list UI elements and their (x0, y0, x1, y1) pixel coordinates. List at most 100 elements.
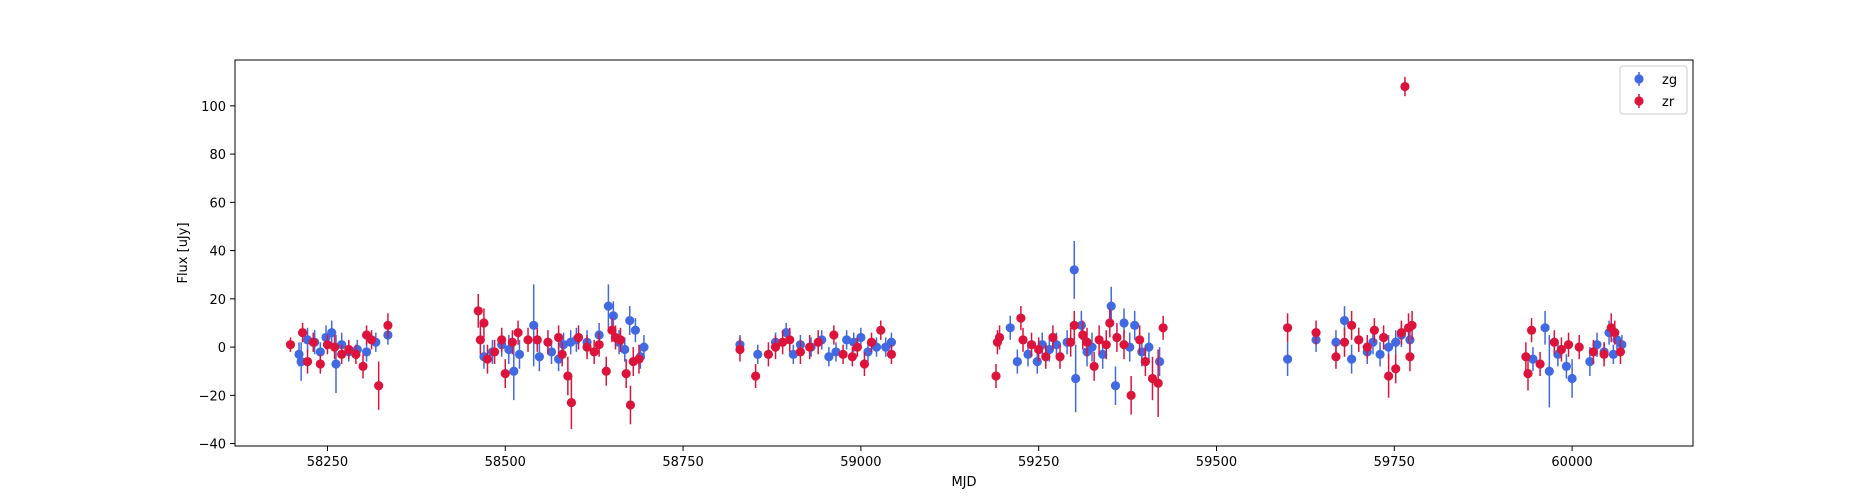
legend-marker (1634, 74, 1644, 84)
data-point (1383, 342, 1394, 352)
data-point (1526, 325, 1537, 335)
data-point (866, 337, 877, 347)
data-point (1400, 81, 1410, 92)
data-point (1140, 356, 1150, 367)
data-point (1396, 328, 1406, 338)
data-point (1608, 349, 1618, 359)
data-point (1585, 356, 1595, 367)
data-point (1069, 265, 1079, 275)
data-point (625, 315, 635, 326)
data-point (859, 359, 870, 369)
data-point (1094, 335, 1104, 345)
data-point (1048, 332, 1058, 343)
data-point (621, 369, 631, 379)
series-layer (285, 76, 1627, 430)
data-point (1383, 371, 1394, 381)
data-point (1066, 337, 1076, 347)
data-point (1041, 352, 1051, 362)
plot-frame (234, 59, 1694, 447)
data-point (753, 349, 763, 359)
data-point (1130, 320, 1140, 330)
data-point (296, 356, 306, 367)
x-tick-label: 59500 (1196, 455, 1237, 470)
data-point (770, 342, 781, 352)
data-point (1135, 335, 1145, 345)
data-point (842, 335, 852, 345)
data-point (308, 337, 318, 347)
data-point (1379, 332, 1389, 343)
data-point (1126, 390, 1136, 400)
data-point (847, 352, 857, 362)
data-point (573, 332, 584, 343)
data-point (856, 332, 866, 343)
data-point (1588, 347, 1599, 357)
data-point (603, 301, 613, 311)
data-point (1153, 378, 1163, 388)
data-point (1563, 340, 1574, 350)
data-point (1283, 354, 1293, 364)
data-point (563, 371, 573, 381)
x-tick-label: 58250 (307, 455, 348, 470)
data-point (1331, 337, 1341, 347)
data-point (297, 328, 308, 338)
data-point (1574, 342, 1584, 352)
y-tick-label: 80 (209, 148, 226, 163)
data-point (1375, 349, 1385, 359)
data-point (1069, 320, 1079, 330)
data-point (1339, 337, 1350, 347)
data-point (1610, 328, 1620, 338)
data-point (1283, 323, 1293, 333)
data-point (1032, 356, 1042, 367)
legend-label: zg (1662, 73, 1677, 88)
data-point (514, 349, 525, 359)
legend-label: zr (1662, 95, 1675, 110)
data-point (601, 366, 611, 376)
data-point (994, 332, 1005, 343)
data-point (1034, 344, 1044, 355)
data-point (886, 349, 897, 359)
data-point (507, 337, 517, 347)
data-point (1311, 328, 1321, 338)
data-point (788, 349, 798, 359)
data-point (1018, 335, 1028, 345)
data-point (634, 354, 644, 364)
data-point (1112, 332, 1122, 343)
data-point (1535, 359, 1545, 369)
data-point (778, 337, 788, 347)
legend: zg zr (1619, 65, 1688, 115)
legend-marker (1634, 96, 1644, 106)
data-point (1012, 356, 1022, 367)
data-point (1016, 313, 1026, 323)
data-point (838, 349, 848, 359)
data-point (1391, 364, 1401, 374)
y-tick-label: 100 (201, 100, 226, 115)
data-point (735, 344, 745, 355)
y-tick-label: 20 (209, 293, 226, 308)
data-point (1592, 340, 1602, 350)
x-tick-label: 59250 (1018, 455, 1059, 470)
data-point (475, 335, 485, 345)
data-point (852, 342, 862, 352)
data-point (1154, 356, 1165, 367)
data-point (315, 359, 325, 369)
data-point (1051, 340, 1062, 350)
data-point (1055, 352, 1065, 362)
data-point (358, 361, 368, 371)
data-point (482, 354, 493, 364)
data-point (594, 340, 604, 350)
data-point (1082, 337, 1092, 347)
data-point (344, 344, 354, 355)
data-point (509, 366, 519, 376)
data-point (582, 342, 592, 352)
data-point (1617, 340, 1627, 350)
data-point (337, 349, 347, 359)
data-point (529, 320, 539, 330)
data-point (1528, 354, 1538, 364)
data-point (1110, 381, 1121, 391)
data-point (1540, 323, 1550, 333)
data-point (534, 352, 545, 362)
data-point (1076, 320, 1086, 330)
data-point (1369, 325, 1379, 335)
x-axis-label: MJD (951, 475, 976, 490)
